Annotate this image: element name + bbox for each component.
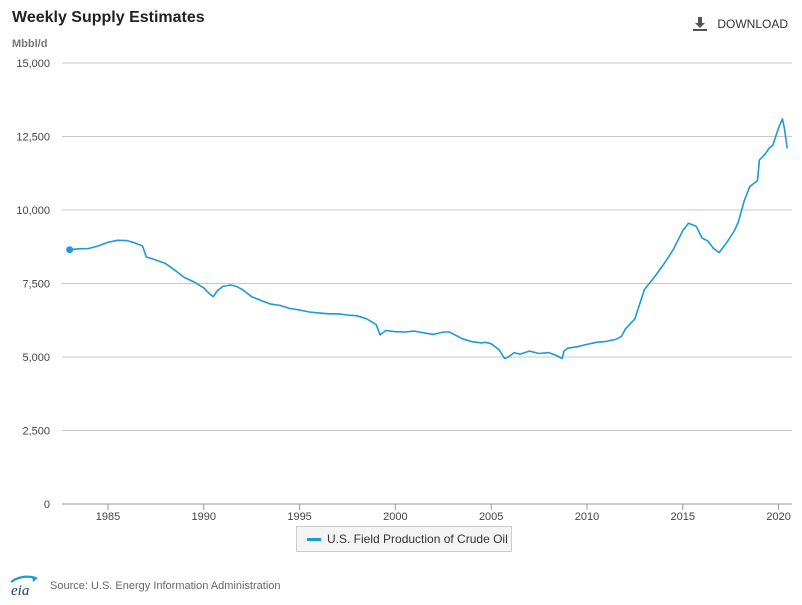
- legend-swatch: [307, 537, 321, 541]
- y-tick-label: 12,500: [16, 132, 50, 144]
- y-tick-label: 7,500: [22, 279, 50, 291]
- x-tick-label: 2005: [479, 511, 503, 523]
- y-tick-label: 15,000: [16, 58, 50, 70]
- footer: eia Source: U.S. Energy Information Admi…: [8, 574, 281, 598]
- source-text: Source: U.S. Energy Information Administ…: [50, 580, 281, 592]
- download-button[interactable]: DOWNLOAD: [692, 16, 788, 32]
- y-tick-label: 2,500: [22, 426, 50, 438]
- page-title: Weekly Supply Estimates: [12, 9, 205, 26]
- x-tick-label: 1990: [192, 511, 216, 523]
- eia-logo[interactable]: eia: [8, 574, 42, 598]
- x-tick-label: 1995: [287, 511, 311, 523]
- legend-label: U.S. Field Production of Crude Oil: [327, 532, 508, 546]
- y-tick-label: 10,000: [16, 205, 50, 217]
- series-start-marker[interactable]: [66, 246, 74, 254]
- y-axis-unit: Mbbl/d: [12, 38, 48, 50]
- grid-lines: [62, 62, 792, 431]
- y-tick-label: 5,000: [22, 352, 50, 364]
- x-axis: 1985 1990 1995 2000 2005 2010 2015 2020: [62, 503, 792, 523]
- x-tick-label: 1985: [96, 511, 120, 523]
- x-tick-label: 2020: [766, 511, 790, 523]
- download-icon: [693, 17, 708, 31]
- x-tick-label: 2010: [575, 511, 599, 523]
- legend-item-crude-oil[interactable]: U.S. Field Production of Crude Oil: [296, 526, 512, 552]
- series-group: [66, 118, 788, 360]
- x-tick-label: 2000: [383, 511, 407, 523]
- download-label: DOWNLOAD: [717, 17, 788, 31]
- x-tick-label: 2015: [671, 511, 695, 523]
- y-axis-ticks: 0 2,500 5,000 7,500 10,000 12,500 15,000: [16, 58, 50, 511]
- series-line: [69, 118, 788, 360]
- y-tick-label: 0: [44, 499, 50, 511]
- svg-text:eia: eia: [11, 583, 29, 598]
